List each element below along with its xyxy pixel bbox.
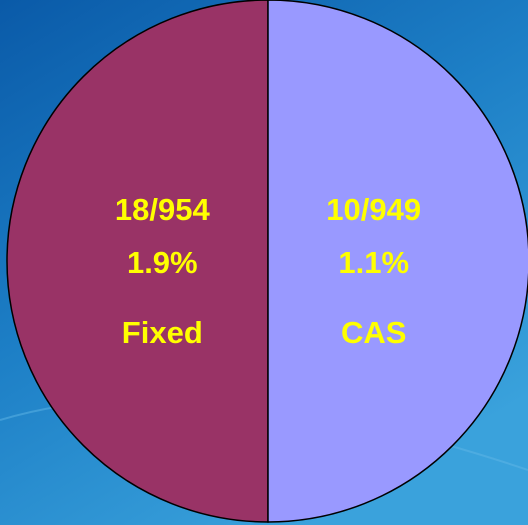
slice-category: CAS (341, 315, 406, 350)
slice-label: 18/954 (115, 192, 211, 227)
pie-slice (267, 0, 528, 523)
slice-label: 1.9% (127, 245, 198, 280)
slice-category: Fixed (122, 315, 203, 350)
slice-label: 10/949 (326, 192, 421, 227)
pie-slice (6, 0, 269, 523)
slice-label: 1.1% (338, 245, 409, 280)
